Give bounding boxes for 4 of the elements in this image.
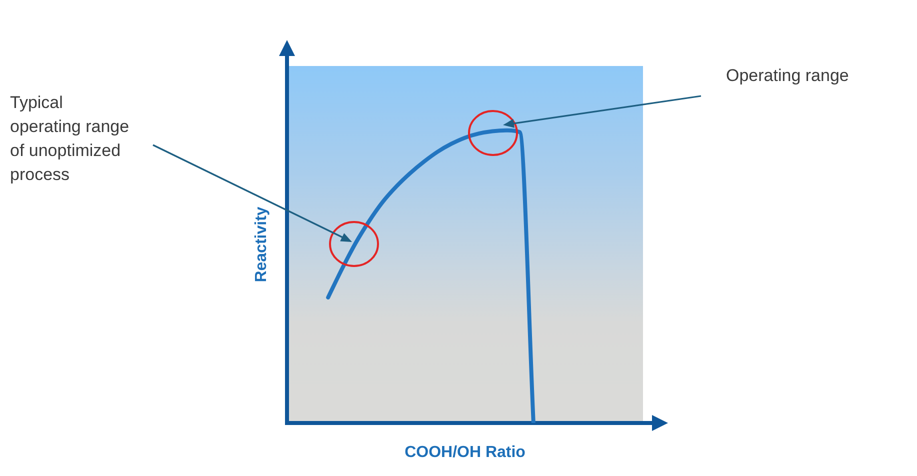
y-axis-title: Reactivity — [253, 206, 270, 282]
text: Operating range — [726, 65, 850, 87]
x-axis-title: COOH/OH Ratio — [404, 444, 526, 461]
text: Typical operating range of unoptimized process — [10, 92, 130, 186]
